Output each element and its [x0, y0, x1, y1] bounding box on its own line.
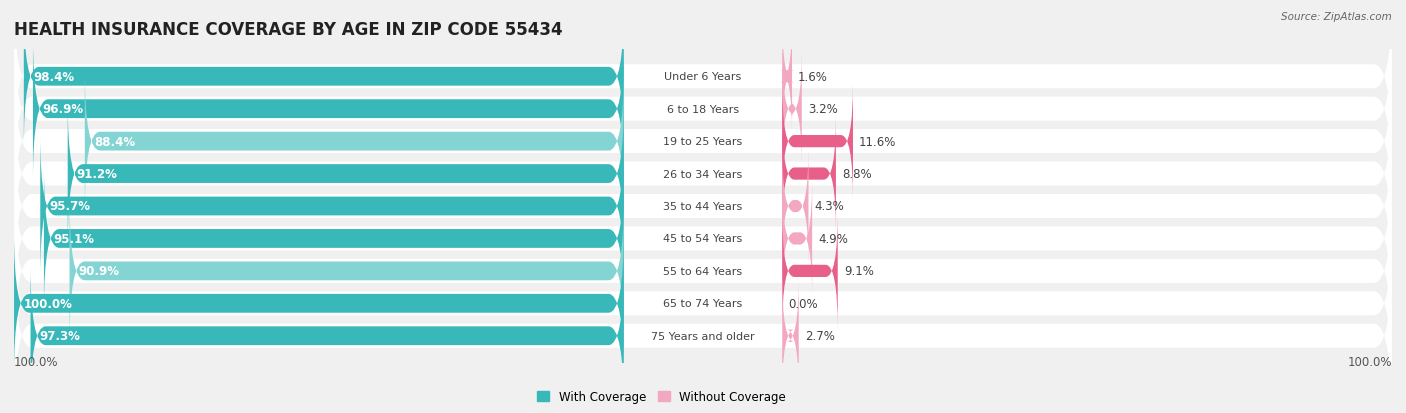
FancyBboxPatch shape [782, 83, 853, 200]
Text: Source: ZipAtlas.com: Source: ZipAtlas.com [1281, 12, 1392, 22]
FancyBboxPatch shape [782, 180, 813, 297]
FancyBboxPatch shape [780, 19, 794, 136]
FancyBboxPatch shape [14, 89, 1392, 259]
Text: 4.3%: 4.3% [814, 200, 845, 213]
Text: 2.7%: 2.7% [804, 330, 835, 342]
FancyBboxPatch shape [14, 154, 1392, 324]
FancyBboxPatch shape [84, 70, 624, 213]
FancyBboxPatch shape [67, 102, 624, 246]
Text: 45 to 54 Years: 45 to 54 Years [664, 234, 742, 244]
FancyBboxPatch shape [14, 24, 1392, 195]
Text: 55 to 64 Years: 55 to 64 Years [664, 266, 742, 276]
Text: 91.2%: 91.2% [77, 168, 118, 180]
FancyBboxPatch shape [24, 5, 624, 149]
FancyBboxPatch shape [44, 167, 624, 311]
FancyBboxPatch shape [782, 213, 838, 330]
FancyBboxPatch shape [782, 277, 799, 394]
Text: 100.0%: 100.0% [1347, 355, 1392, 368]
Text: Under 6 Years: Under 6 Years [665, 72, 741, 82]
FancyBboxPatch shape [31, 264, 624, 408]
Text: 1.6%: 1.6% [799, 71, 828, 83]
FancyBboxPatch shape [782, 116, 837, 233]
FancyBboxPatch shape [14, 57, 1392, 227]
Text: 90.9%: 90.9% [79, 265, 120, 278]
FancyBboxPatch shape [782, 51, 801, 168]
FancyBboxPatch shape [14, 121, 1392, 292]
Text: 9.1%: 9.1% [844, 265, 873, 278]
FancyBboxPatch shape [14, 251, 1392, 413]
Text: 100.0%: 100.0% [24, 297, 72, 310]
Text: 96.9%: 96.9% [42, 103, 83, 116]
Text: HEALTH INSURANCE COVERAGE BY AGE IN ZIP CODE 55434: HEALTH INSURANCE COVERAGE BY AGE IN ZIP … [14, 21, 562, 38]
Text: 19 to 25 Years: 19 to 25 Years [664, 137, 742, 147]
Legend: With Coverage, Without Coverage: With Coverage, Without Coverage [533, 385, 790, 408]
Text: 0.0%: 0.0% [789, 297, 818, 310]
FancyBboxPatch shape [41, 135, 624, 278]
Text: 65 to 74 Years: 65 to 74 Years [664, 299, 742, 309]
Text: 3.2%: 3.2% [808, 103, 838, 116]
Text: 35 to 44 Years: 35 to 44 Years [664, 202, 742, 211]
FancyBboxPatch shape [14, 218, 1392, 389]
Text: 97.3%: 97.3% [39, 330, 80, 342]
Text: 95.1%: 95.1% [53, 233, 94, 245]
Text: 100.0%: 100.0% [14, 355, 59, 368]
Text: 95.7%: 95.7% [49, 200, 90, 213]
Text: 98.4%: 98.4% [32, 71, 75, 83]
Text: 11.6%: 11.6% [859, 135, 897, 148]
FancyBboxPatch shape [782, 148, 808, 265]
FancyBboxPatch shape [32, 38, 624, 181]
Text: 6 to 18 Years: 6 to 18 Years [666, 104, 740, 114]
FancyBboxPatch shape [14, 232, 624, 375]
Text: 4.9%: 4.9% [818, 233, 848, 245]
Text: 8.8%: 8.8% [842, 168, 872, 180]
Text: 26 to 34 Years: 26 to 34 Years [664, 169, 742, 179]
FancyBboxPatch shape [14, 186, 1392, 356]
FancyBboxPatch shape [14, 0, 1392, 162]
Text: 75 Years and older: 75 Years and older [651, 331, 755, 341]
Text: 88.4%: 88.4% [94, 135, 135, 148]
FancyBboxPatch shape [69, 200, 624, 343]
